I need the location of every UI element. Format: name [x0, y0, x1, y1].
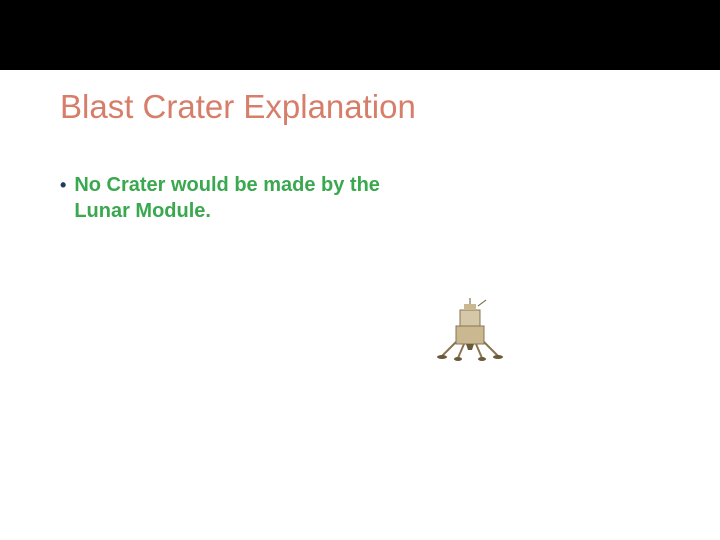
- lunar-module-icon: [428, 296, 512, 364]
- top-black-bar: [0, 0, 720, 70]
- bullet-text: No Crater would be made by the Lunar Mod…: [74, 172, 400, 224]
- bullet-dot-icon: •: [60, 172, 66, 198]
- bullet-list: • No Crater would be made by the Lunar M…: [60, 172, 400, 224]
- bullet-item: • No Crater would be made by the Lunar M…: [60, 172, 400, 224]
- slide-title: Blast Crater Explanation: [60, 88, 416, 126]
- lunar-module-image: [428, 296, 512, 364]
